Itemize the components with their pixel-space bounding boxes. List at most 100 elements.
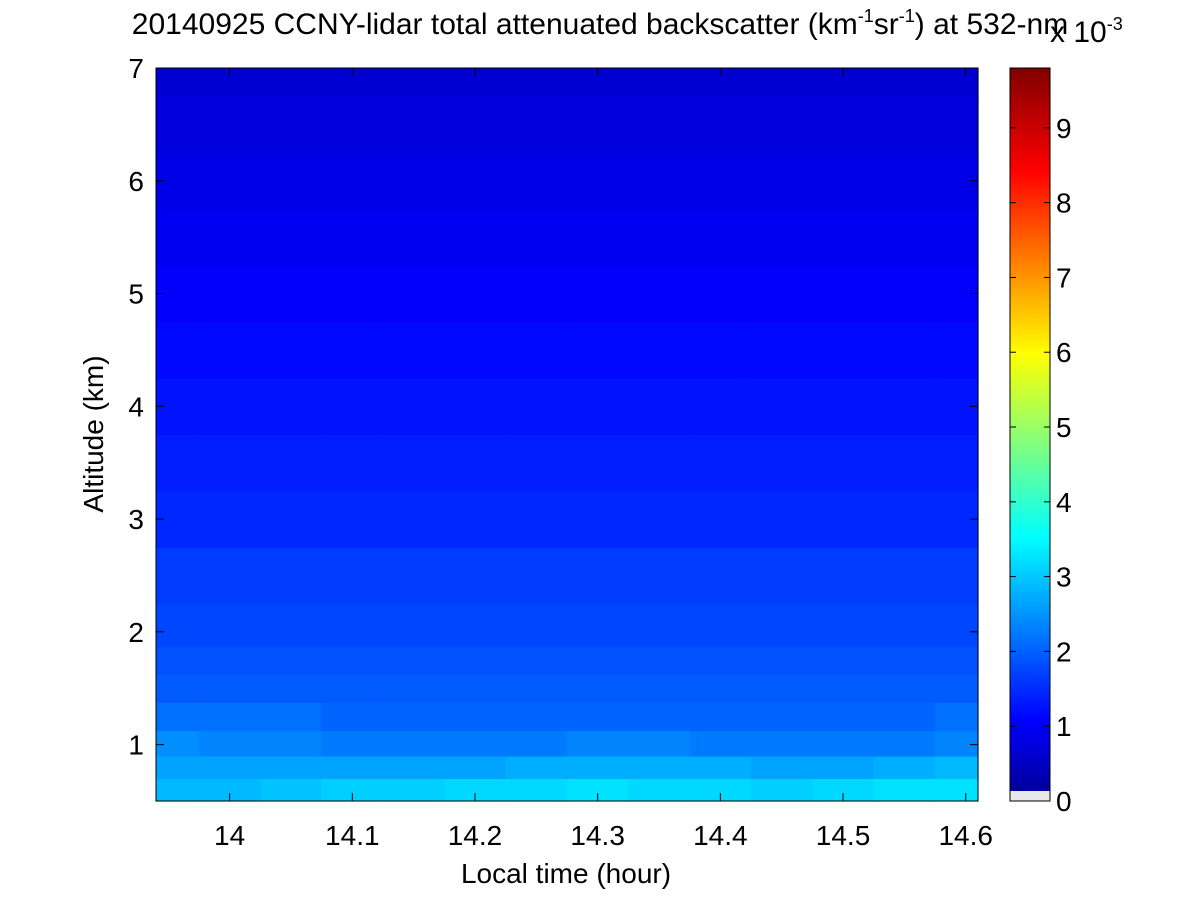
heatmap-cell [812,778,875,802]
x-tick-label: 14.3 [570,820,625,851]
heatmap-cell [567,265,629,323]
heatmap-cell [260,490,323,548]
heatmap-cell [751,208,813,266]
heatmap-cell [156,730,200,757]
heatmap-cell [873,730,936,757]
heatmap-cell [198,208,261,266]
heatmap-cell [628,730,691,757]
heatmap-cell [505,152,568,210]
heatmap-cell [260,434,323,492]
heatmap-cell [382,68,445,97]
heatmap-cell [198,674,261,703]
heatmap-cell [935,321,979,379]
heatmap-cell [198,378,261,436]
heatmap-cell [873,152,936,210]
heatmap-cell [873,434,936,492]
heatmap-cell [689,378,752,436]
heatmap-cell [935,208,979,266]
heatmap-cell [260,674,323,703]
x-tick-label: 14 [214,820,245,851]
heatmap-cell [505,321,568,379]
heatmap-cell [751,68,813,97]
heatmap-cell [321,434,384,492]
heatmap-cell [628,547,691,605]
heatmap-cell [444,674,507,703]
heatmap-cell [812,378,875,436]
y-tick-label: 3 [128,504,144,535]
heatmap-cell [321,490,384,548]
heatmap-cell [935,730,979,757]
heatmap-cell [321,152,384,210]
heatmap-cell [444,603,507,647]
colorbar-tick-label: 7 [1056,262,1072,293]
y-tick-label: 5 [128,279,144,310]
heatmap-cell [444,378,507,436]
heatmap-cell [751,730,813,757]
heatmap-cell [321,96,384,154]
heatmap-cell [751,702,813,732]
colorbar-tick-label: 9 [1056,113,1072,144]
heatmap-cell [812,674,875,703]
heatmap-cell [628,96,691,154]
x-tick-label: 14.1 [325,820,380,851]
heatmap-cells [156,68,979,802]
colorbar-exponent-base: x 10 [1050,16,1107,49]
heatmap-cell [260,702,323,732]
heatmap-cell [935,434,979,492]
heatmap-cell [567,434,629,492]
heatmap-cell [689,321,752,379]
x-axis: 14 14.1 14.2 14.3 14.4 14.5 14.6 [214,68,993,851]
heatmap-cell [260,778,323,802]
heatmap-cell [260,321,323,379]
heatmap-cell [382,321,445,379]
heatmap-cell [567,152,629,210]
heatmap-cell [444,547,507,605]
heatmap-cell [382,208,445,266]
heatmap-cell [751,547,813,605]
heatmap-cell [567,96,629,154]
heatmap-cell [505,603,568,647]
heatmap-cell [156,645,200,675]
heatmap-cell [873,208,936,266]
heatmap-cell [873,603,936,647]
colorbar-tick-label: 4 [1056,487,1072,518]
heatmap-cell [260,730,323,757]
heatmap-cell [689,603,752,647]
heatmap-cell [628,674,691,703]
heatmap-cell [935,68,979,97]
heatmap-cell [873,378,936,436]
heatmap-cell [751,265,813,323]
heatmap-cell [260,645,323,675]
heatmap-cell [156,208,200,266]
heatmap-cell [812,152,875,210]
title-prefix: 20140925 CCNY-lidar total attenuated bac… [131,8,858,41]
heatmap-cell [505,378,568,436]
heatmap-cell [382,674,445,703]
heatmap-cell [505,547,568,605]
heatmap-cell [382,645,445,675]
heatmap-cell [321,755,384,780]
heatmap-cell [628,378,691,436]
heatmap-cell [873,547,936,605]
heatmap-cell [751,603,813,647]
heatmap-cell [156,674,200,703]
heatmap-cell [444,152,507,210]
heatmap-cell [873,490,936,548]
heatmap-cell [567,321,629,379]
heatmap-cell [812,434,875,492]
heatmap-cell [260,208,323,266]
heatmap-cell [156,755,200,780]
heatmap-cell [260,96,323,154]
heatmap-cell [321,730,384,757]
heatmap-cell [321,702,384,732]
heatmap-cell [935,603,979,647]
heatmap-cell [567,603,629,647]
heatmap-cell [260,603,323,647]
heatmap-cell [873,321,936,379]
y-tick-label: 2 [128,617,144,648]
heatmap-cell [260,152,323,210]
heatmap-cell [628,152,691,210]
heatmap-cell [198,96,261,154]
heatmap-cell [628,68,691,97]
heatmap-cell [505,265,568,323]
